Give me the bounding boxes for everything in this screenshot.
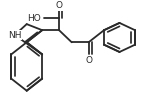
Text: O: O bbox=[85, 56, 92, 65]
Text: NH: NH bbox=[8, 30, 21, 40]
Text: HO: HO bbox=[27, 14, 41, 23]
Text: O: O bbox=[56, 1, 62, 10]
